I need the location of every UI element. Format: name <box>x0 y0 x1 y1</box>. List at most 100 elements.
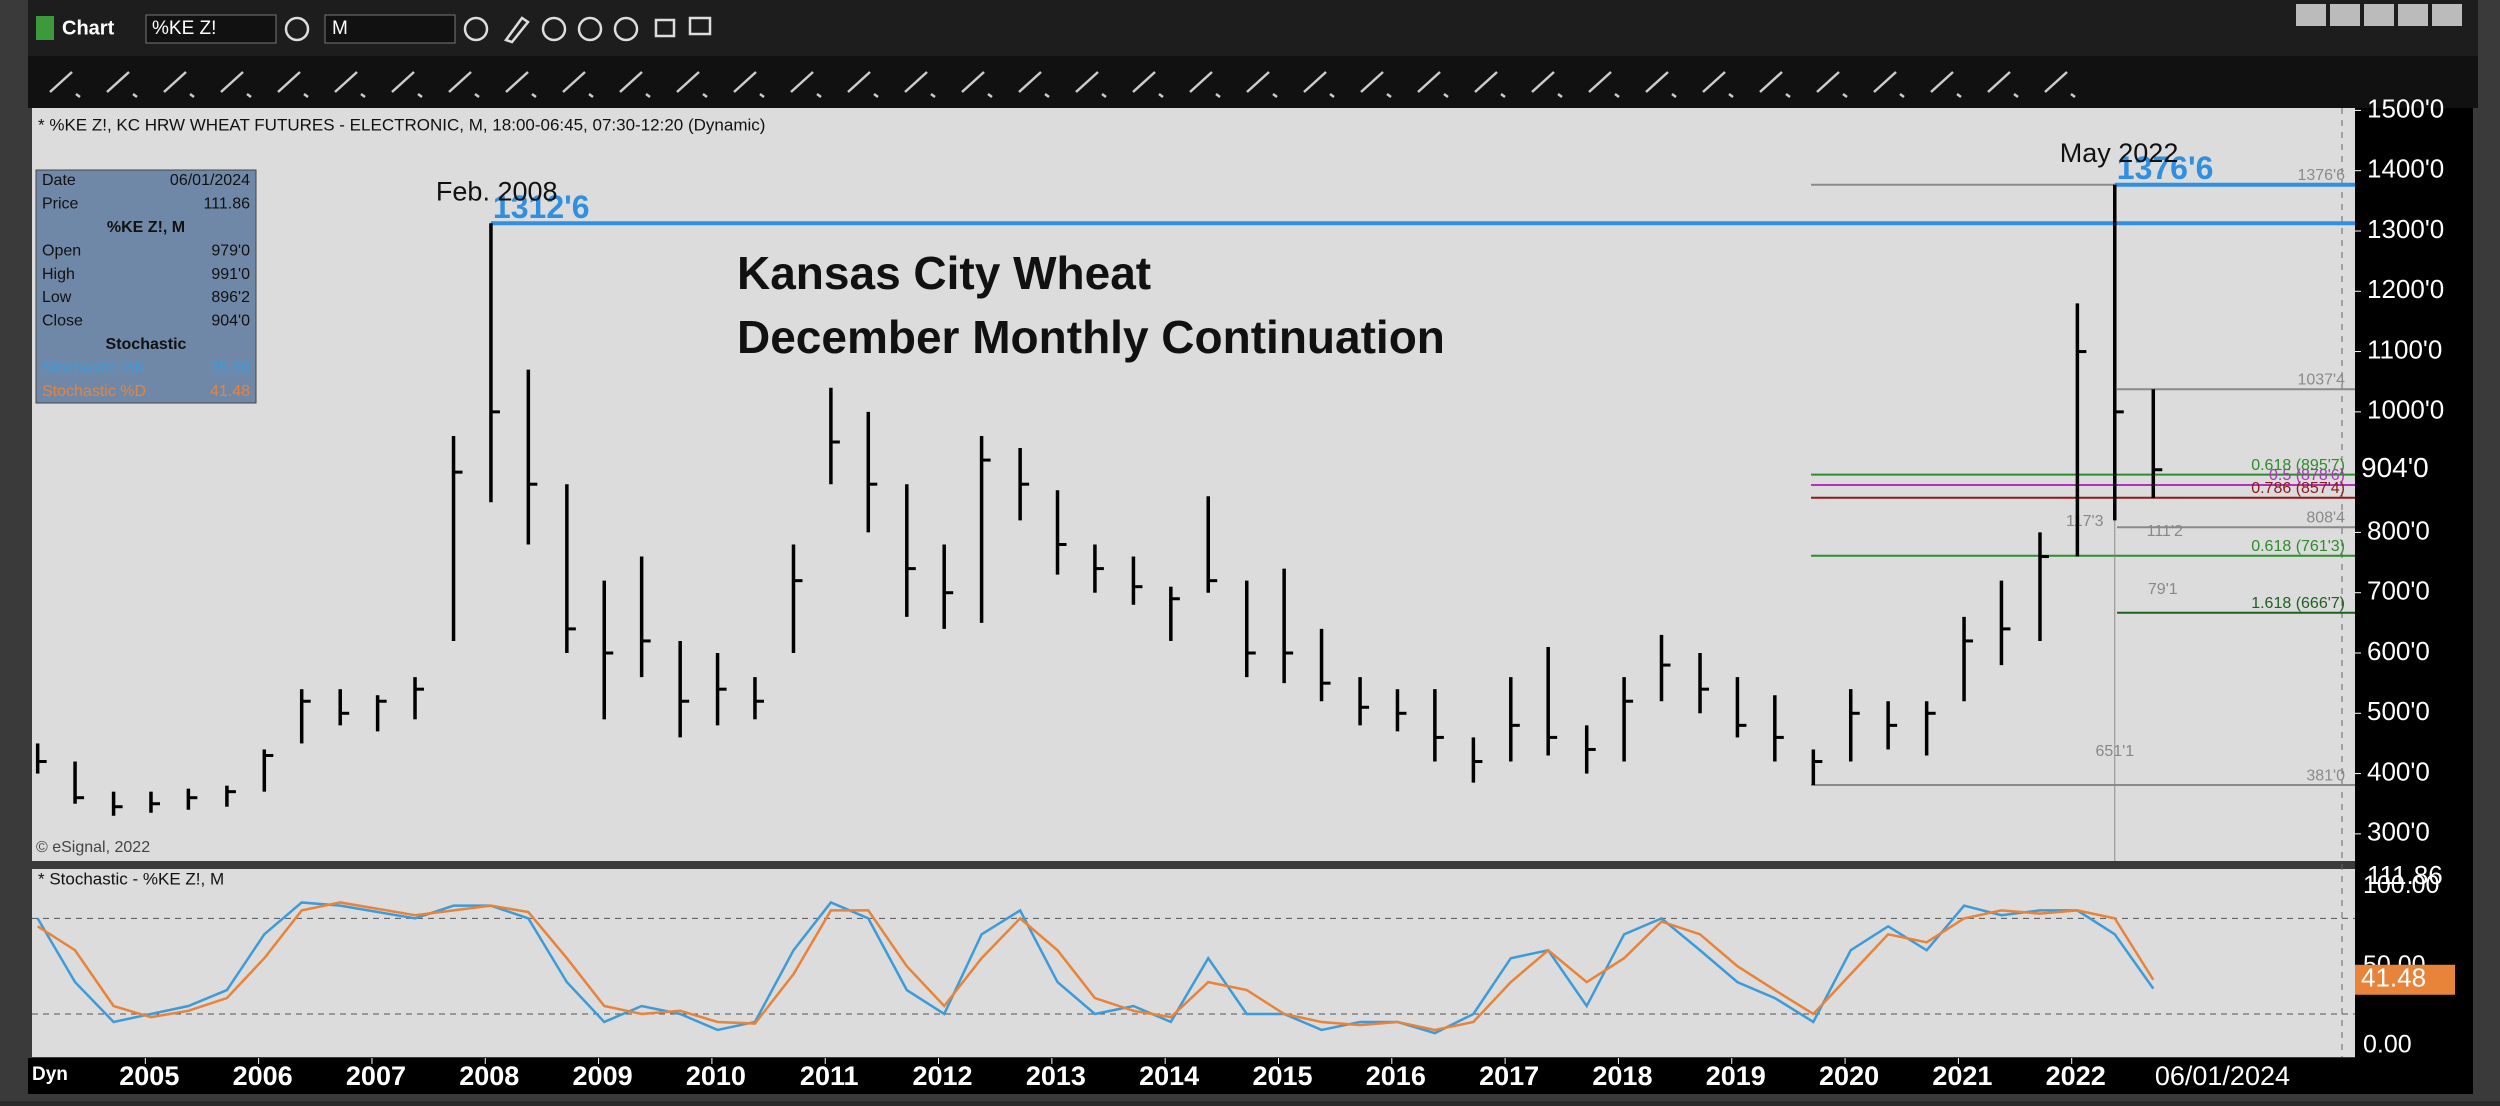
level-label: 381'0 <box>2306 767 2345 784</box>
window-buttons[interactable] <box>2296 4 2462 26</box>
y-tick-label: 1200'0 <box>2367 274 2444 304</box>
level-label: 808'4 <box>2306 510 2345 527</box>
stoch-line <box>36 900 2155 1035</box>
title-icons[interactable] <box>284 16 712 44</box>
top-label: 111.86 <box>2367 860 2443 890</box>
last-tag <box>2355 964 2455 995</box>
x-tick-label: 2021 <box>1932 1061 1992 1091</box>
x-tick-label: 2010 <box>686 1061 746 1091</box>
y-tick-label: 700'0 <box>2367 576 2430 606</box>
y-tick-label: 400'0 <box>2367 756 2430 786</box>
info-value: 111.86 <box>203 196 250 213</box>
tool-icon <box>904 71 936 98</box>
y-tick-label: 1500'0 <box>2367 93 2444 123</box>
tool-icon <box>961 71 993 98</box>
level-label: 0.618 (761'3) <box>2251 538 2345 555</box>
tool-icon <box>505 71 537 98</box>
info-label: Stochastic <box>106 336 187 353</box>
tool-icon <box>1189 71 1221 98</box>
chart-subtitle: December Monthly Continuation <box>737 311 1445 363</box>
tool-icon <box>1474 71 1506 98</box>
x-tick-label: 2013 <box>1026 1061 1086 1091</box>
tool-icon <box>1018 71 1050 98</box>
info-value: 35.90 <box>210 359 250 376</box>
tool-icon <box>1987 71 2019 98</box>
x-tick-label: 2015 <box>1252 1061 1312 1091</box>
tool-icon <box>1531 71 1563 98</box>
y2-tick-label: 0.00 <box>2363 1030 2412 1058</box>
tool-icon <box>562 71 594 98</box>
symbol: %KE Z! <box>152 18 216 39</box>
toolbar <box>28 56 2478 108</box>
tool-icon <box>1873 71 1905 98</box>
info-label: Stochastic %D <box>42 383 146 400</box>
y-tick-label: 1100'0 <box>2367 334 2442 364</box>
tool-icon <box>847 71 879 98</box>
tool-icon <box>220 71 252 98</box>
interval-box[interactable] <box>324 14 456 44</box>
study-panel <box>32 869 2355 1057</box>
tool-icon <box>1303 71 1335 98</box>
x-tick-label: 2008 <box>459 1061 519 1091</box>
tool-icon <box>163 71 195 98</box>
measure-label: 79'1 <box>2148 581 2178 598</box>
tool-icon <box>733 71 765 98</box>
info-value: 06/01/2024 <box>170 172 250 189</box>
peak-note: Feb. 2008 <box>436 176 558 206</box>
x-tick-label: 2005 <box>119 1061 179 1091</box>
tool-icon <box>334 71 366 98</box>
tool-icon <box>1816 71 1848 98</box>
y-tick-label: 1300'0 <box>2367 214 2444 244</box>
x-tick-label: 2006 <box>233 1061 293 1091</box>
tool-icon <box>619 71 651 98</box>
peak-value: 1376'6 <box>2117 150 2214 186</box>
info-label: High <box>42 266 75 283</box>
level-label: 1037'4 <box>2297 371 2345 388</box>
copyright: © eSignal, 2022 <box>36 839 150 856</box>
info-box: Date 06/01/2024 Price 111.86 %KE Z!, M Open 97… <box>35 169 257 404</box>
date-label: 06/01/2024 <box>2155 1061 2290 1091</box>
last-tag <box>2355 453 2470 486</box>
y-tick-label: 300'0 <box>2367 817 2430 847</box>
y-tick-label: 500'0 <box>2367 696 2430 726</box>
info-value: 991'0 <box>211 266 250 283</box>
last-label: 904'0 <box>2361 452 2429 483</box>
dyn-label: Dyn <box>32 1064 68 1085</box>
tool-icon <box>1759 71 1791 98</box>
y2-tick-label: 100.00 <box>2363 871 2439 899</box>
y-tick-label: 1000'0 <box>2367 395 2444 425</box>
tool-icon <box>448 71 480 98</box>
interval: M <box>332 18 348 39</box>
tool-icon <box>49 71 81 98</box>
tool-icon <box>1417 71 1449 98</box>
x-tick-label: 2018 <box>1592 1061 1652 1091</box>
info-label: Open <box>42 242 81 259</box>
symbol-box[interactable] <box>145 14 277 44</box>
info-value: 41.48 <box>210 383 250 400</box>
drawing-tools[interactable] <box>49 71 2076 98</box>
app-icon <box>36 16 54 40</box>
info-label: Close <box>42 313 83 330</box>
measure-label: 651'1 <box>2095 743 2134 760</box>
tool-icon <box>391 71 423 98</box>
x-tick-label: 2014 <box>1139 1061 1199 1091</box>
tool-icon <box>1360 71 1392 98</box>
x-tick-label: 2016 <box>1366 1061 1426 1091</box>
info-label: %KE Z!, M <box>107 219 185 236</box>
chart-header: * %KE Z!, KC HRW WHEAT FUTURES - ELECTRO… <box>38 115 765 134</box>
tool-icon <box>2044 71 2076 98</box>
tool-icon <box>1588 71 1620 98</box>
info-value: 896'2 <box>211 289 250 306</box>
tool-icon <box>277 71 309 98</box>
window-title: Chart <box>62 17 115 39</box>
x-tick-label: 2022 <box>2046 1061 2106 1091</box>
info-label: Price <box>42 196 79 213</box>
x-tick-label: 2019 <box>1706 1061 1766 1091</box>
chart-title: Kansas City Wheat <box>737 247 1151 299</box>
measure-label: 111'2 <box>2147 523 2183 540</box>
y-tick-label: 800'0 <box>2367 515 2430 545</box>
tool-icon <box>1132 71 1164 98</box>
level-label: 0.786 (857'4) <box>2251 480 2345 497</box>
tool-icon <box>1930 71 1962 98</box>
tool-icon <box>676 71 708 98</box>
